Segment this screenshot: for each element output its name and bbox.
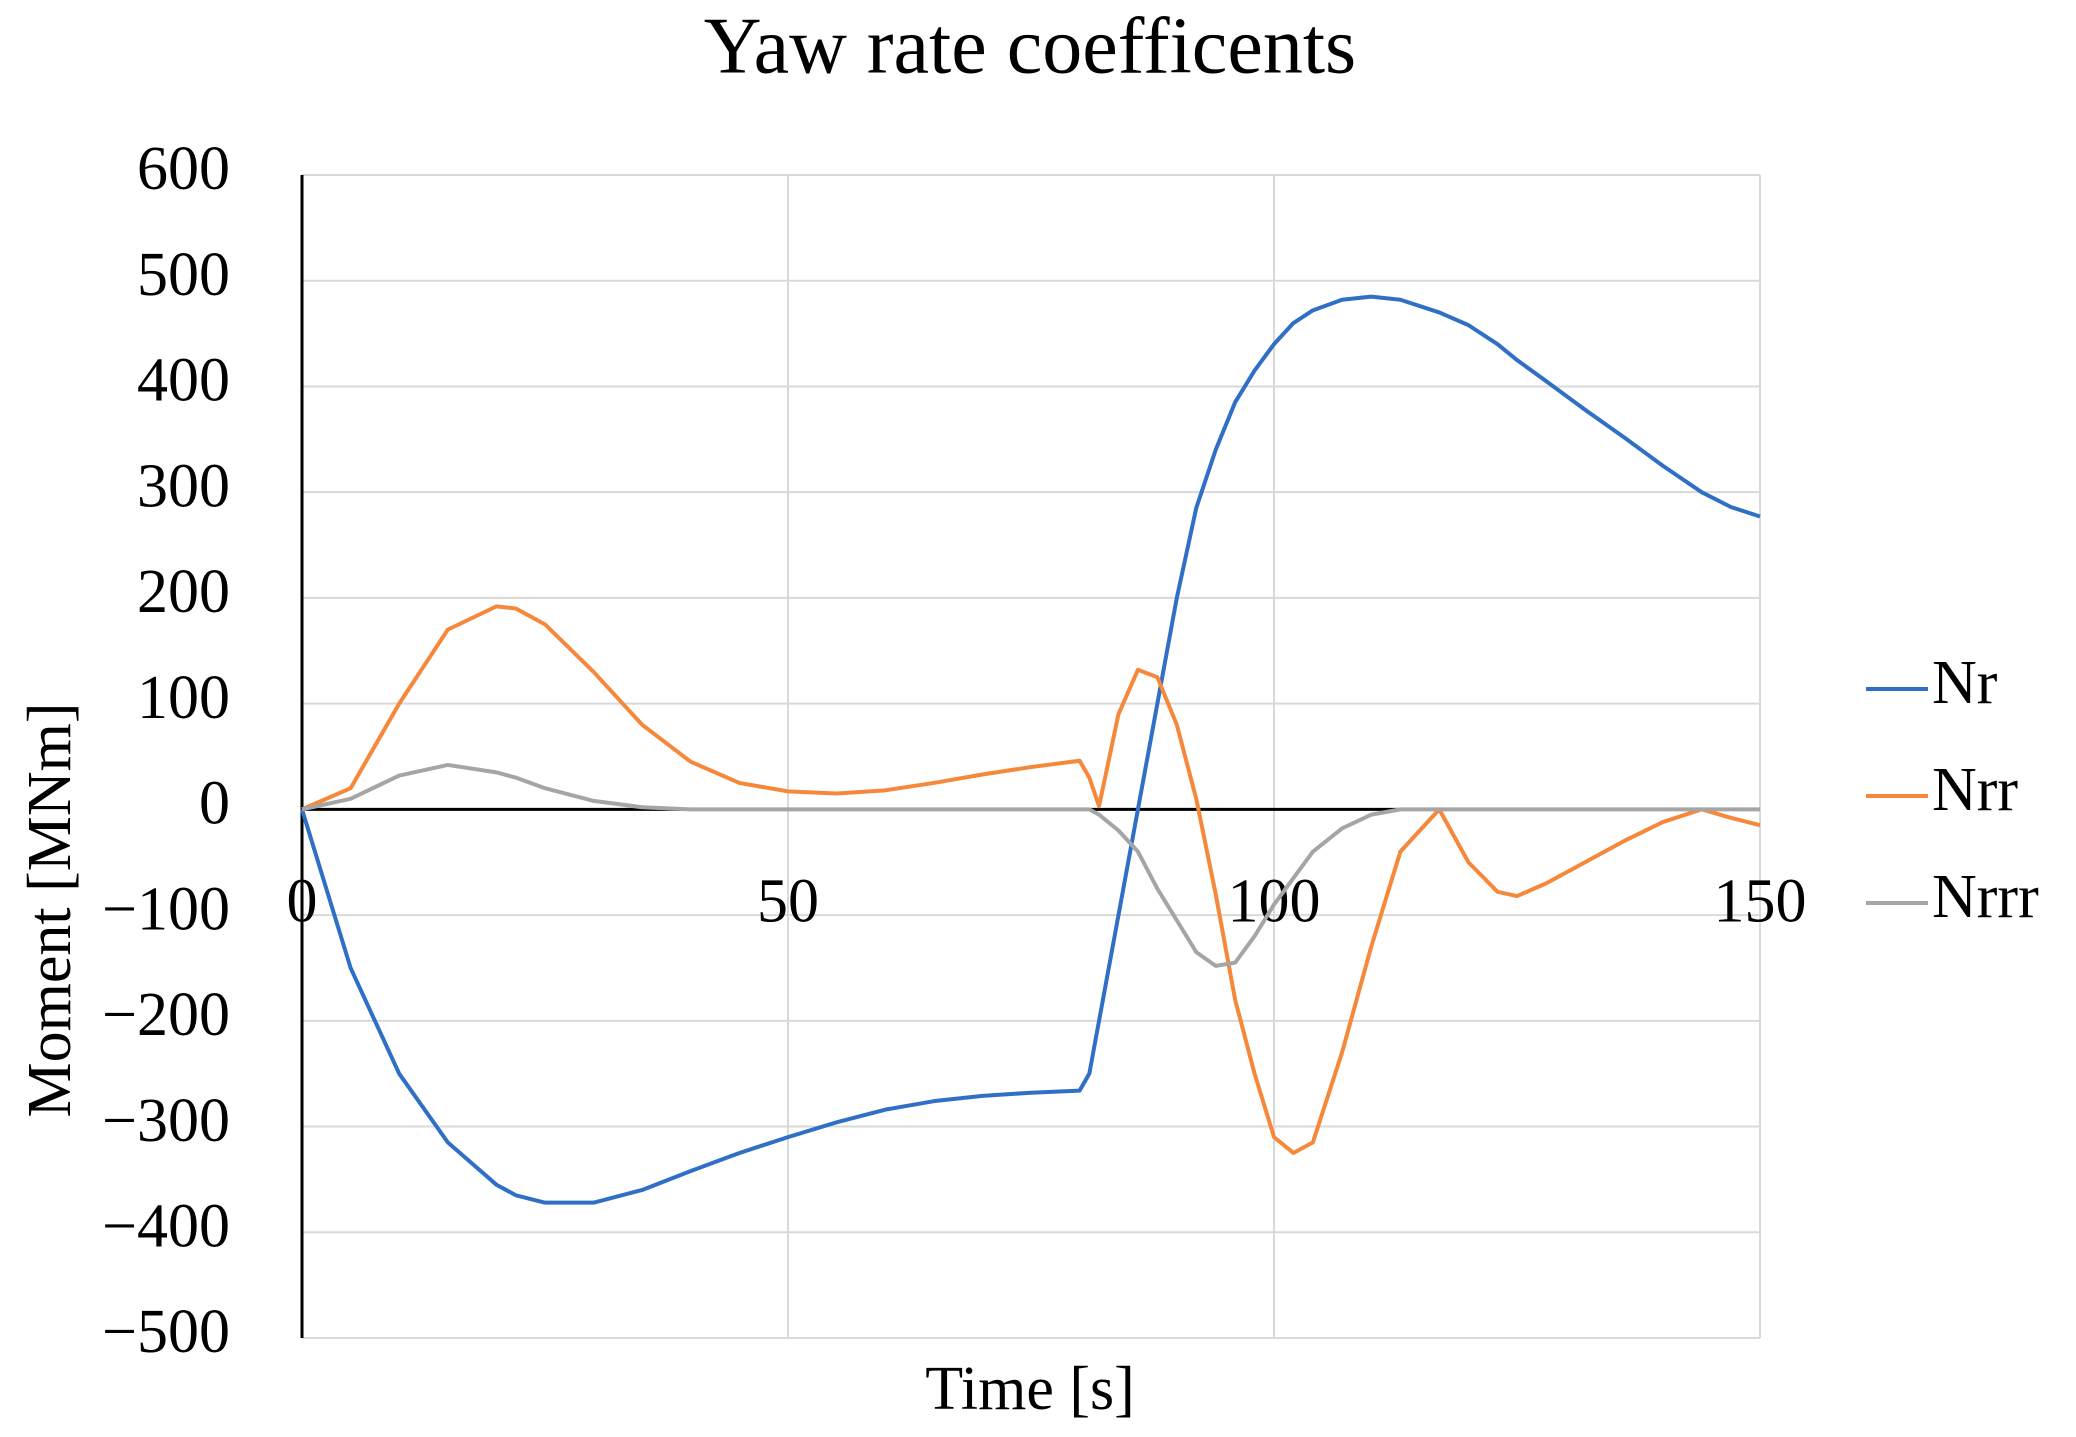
y-tick-label: −500 [102, 1298, 230, 1366]
legend-label: Nrr [1932, 756, 2018, 824]
y-tick-label: −400 [102, 1193, 230, 1261]
y-tick-label: −100 [102, 875, 230, 943]
x-tick-label: 150 [1714, 868, 1807, 936]
y-tick-label: 100 [137, 664, 230, 732]
x-tick-label: 50 [757, 868, 819, 936]
y-tick-label: 200 [137, 558, 230, 626]
series-line [301, 604, 1761, 1155]
y-tick-label: 0 [199, 770, 230, 838]
y-tick-label: −300 [102, 1087, 230, 1155]
y-tick-label: 400 [137, 347, 230, 415]
y-tick-label: −200 [102, 981, 230, 1049]
y-axis-title: Moment [MNm] [16, 702, 84, 1117]
y-tick-label: 600 [137, 135, 230, 203]
legend-label: Nr [1932, 649, 1998, 717]
chart-title: Yaw rate coefficents [704, 2, 1356, 90]
y-tick-label: 500 [137, 241, 230, 309]
series-line [300, 294, 1761, 1205]
y-tick-label: 300 [137, 452, 230, 520]
x-axis-title: Time [s] [925, 1355, 1135, 1423]
series-line [301, 762, 1760, 968]
legend-label: Nrrr [1932, 863, 2039, 931]
